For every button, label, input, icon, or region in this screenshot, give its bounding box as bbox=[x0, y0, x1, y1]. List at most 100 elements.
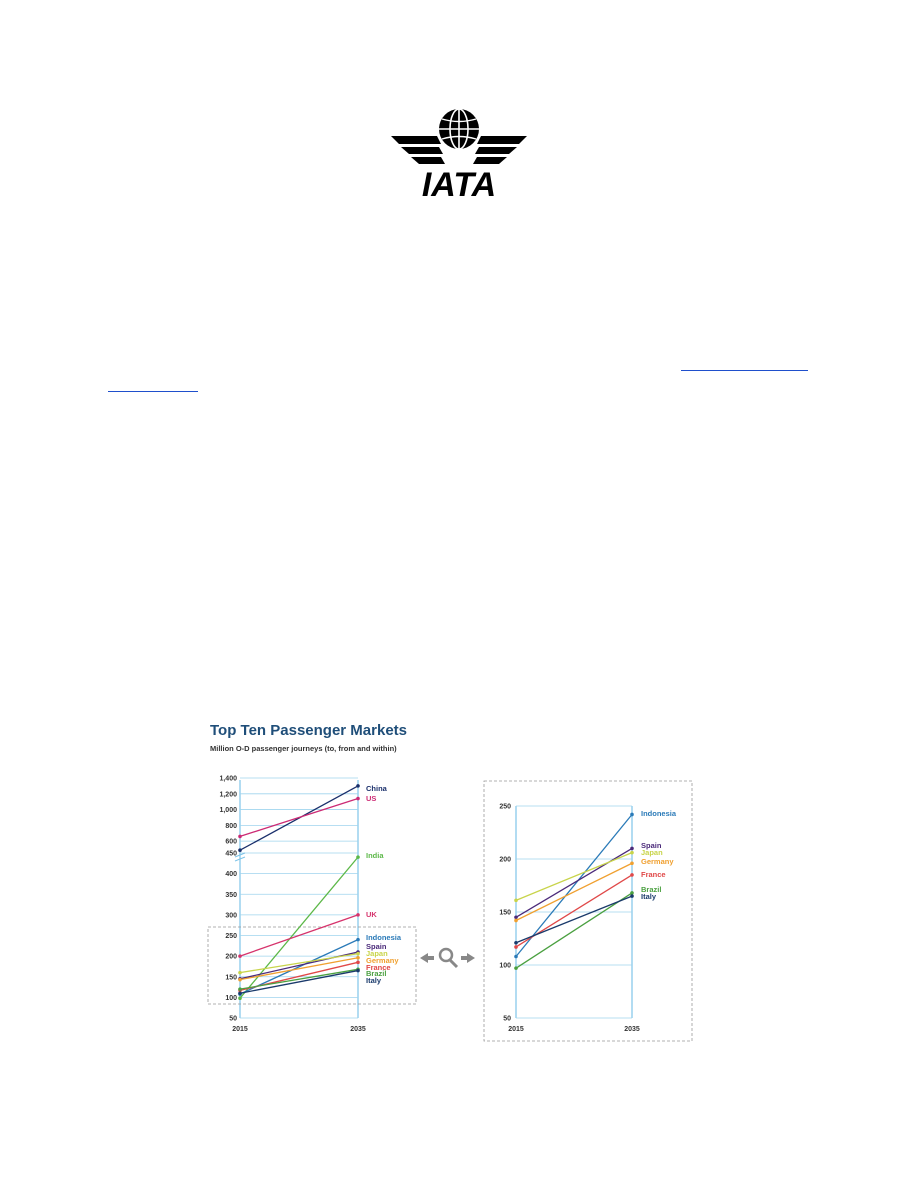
series-label: Brazil bbox=[641, 885, 661, 894]
series-line bbox=[239, 797, 359, 838]
x-tick-label: 2035 bbox=[350, 1026, 366, 1033]
data-point bbox=[630, 891, 634, 895]
y-tick-label: 200 bbox=[499, 857, 511, 864]
hyperlink-underline[interactable] bbox=[681, 370, 808, 371]
data-point bbox=[514, 918, 518, 923]
series-line bbox=[515, 852, 633, 901]
series-line bbox=[515, 847, 633, 918]
data-point bbox=[356, 784, 360, 788]
series-line bbox=[515, 895, 633, 944]
left-chart: 50 100 150 200 250 300 350 400 450 600 800 1,000 1,2… bbox=[207, 776, 417, 1033]
iata-logo: IATA bbox=[389, 104, 529, 200]
series-label: India bbox=[366, 851, 384, 860]
axis-break-mark bbox=[234, 852, 246, 858]
chart-title: Top Ten Passenger Markets bbox=[210, 722, 408, 739]
series-label: UK bbox=[366, 910, 377, 919]
zoom-region-box bbox=[207, 926, 417, 1005]
y-tick-label: 450 bbox=[225, 851, 237, 858]
data-point bbox=[630, 894, 634, 898]
series-line bbox=[515, 814, 633, 957]
x-tick-label: 2015 bbox=[508, 1026, 524, 1033]
series-label: Spain bbox=[641, 841, 662, 850]
data-point bbox=[514, 915, 518, 920]
axis-break-mark bbox=[234, 856, 246, 862]
series-label: Indonesia bbox=[366, 933, 402, 942]
arrow-right-icon bbox=[467, 953, 475, 963]
y-tick-label: 400 bbox=[225, 871, 237, 878]
series-line bbox=[239, 914, 359, 957]
y-tick-label: 200 bbox=[225, 954, 237, 961]
y-tick-label: 100 bbox=[225, 995, 237, 1002]
magnifier-icon bbox=[438, 947, 454, 963]
arrow-left-icon bbox=[420, 953, 428, 963]
series-line bbox=[239, 953, 359, 974]
y-tick-label: 50 bbox=[229, 1016, 237, 1023]
hyperlink-underline[interactable] bbox=[108, 391, 198, 392]
y-tick-label: 150 bbox=[225, 974, 237, 981]
data-point bbox=[630, 812, 634, 817]
data-point bbox=[238, 987, 242, 991]
series-label: Italy bbox=[641, 892, 657, 901]
data-point bbox=[514, 954, 518, 959]
data-point bbox=[630, 850, 634, 855]
data-point bbox=[238, 834, 242, 839]
y-tick-label: 1,200 bbox=[219, 791, 237, 798]
series-label: Germany bbox=[641, 857, 674, 866]
data-point bbox=[238, 991, 242, 996]
data-point bbox=[514, 940, 518, 945]
data-point bbox=[514, 966, 518, 970]
data-point bbox=[514, 945, 518, 949]
y-tick-label: 600 bbox=[225, 839, 237, 846]
logo-text: IATA bbox=[422, 166, 496, 200]
series-line bbox=[239, 957, 359, 981]
series-label: France bbox=[641, 870, 666, 879]
y-tick-label: 350 bbox=[225, 892, 237, 899]
data-point bbox=[356, 955, 360, 960]
data-point bbox=[238, 848, 242, 853]
data-point bbox=[238, 970, 242, 975]
data-point bbox=[356, 855, 360, 859]
data-point bbox=[630, 861, 634, 866]
data-point bbox=[356, 913, 360, 917]
y-tick-label: 50 bbox=[503, 1016, 511, 1023]
series-line bbox=[239, 968, 359, 990]
y-tick-label: 250 bbox=[225, 933, 237, 940]
series-line bbox=[239, 939, 359, 995]
series-label: Germany bbox=[366, 956, 399, 965]
data-point bbox=[514, 898, 518, 903]
y-tick-label: 300 bbox=[225, 912, 237, 919]
data-point bbox=[356, 960, 360, 965]
y-tick-label: 250 bbox=[499, 804, 511, 811]
series-label: Italy bbox=[366, 976, 382, 985]
series-label: Japan bbox=[641, 848, 663, 857]
zoom-indicator bbox=[420, 947, 475, 969]
data-point bbox=[238, 954, 242, 958]
series-label: US bbox=[366, 794, 376, 803]
series-label: France bbox=[366, 963, 391, 972]
y-tick-label: 1,000 bbox=[219, 807, 237, 814]
series-line bbox=[515, 862, 633, 922]
data-point bbox=[356, 796, 360, 801]
x-tick-label: 2035 bbox=[624, 1026, 640, 1033]
data-point bbox=[238, 996, 242, 1000]
y-tick-label: 150 bbox=[499, 910, 511, 917]
data-point bbox=[238, 977, 242, 982]
y-tick-label: 100 bbox=[499, 963, 511, 970]
data-point bbox=[356, 968, 360, 973]
chart-subtitle: Million O-D passenger journeys (to, from… bbox=[210, 744, 397, 753]
data-point bbox=[630, 873, 634, 877]
zoomed-view-frame bbox=[483, 780, 693, 1042]
series-line bbox=[515, 892, 633, 969]
data-point bbox=[630, 846, 634, 851]
series-label: Japan bbox=[366, 949, 388, 958]
data-point bbox=[356, 951, 360, 956]
right-chart: 50 100 150 200 250 2015 2035 Indonesia SpainJapa… bbox=[483, 780, 693, 1042]
y-tick-label: 800 bbox=[225, 823, 237, 830]
y-tick-label: 1,400 bbox=[219, 776, 237, 783]
series-line bbox=[239, 969, 359, 994]
series-label: Indonesia bbox=[641, 809, 677, 818]
data-point bbox=[356, 937, 360, 942]
series-label: Spain bbox=[366, 942, 387, 951]
series-label: Brazil bbox=[366, 969, 386, 978]
